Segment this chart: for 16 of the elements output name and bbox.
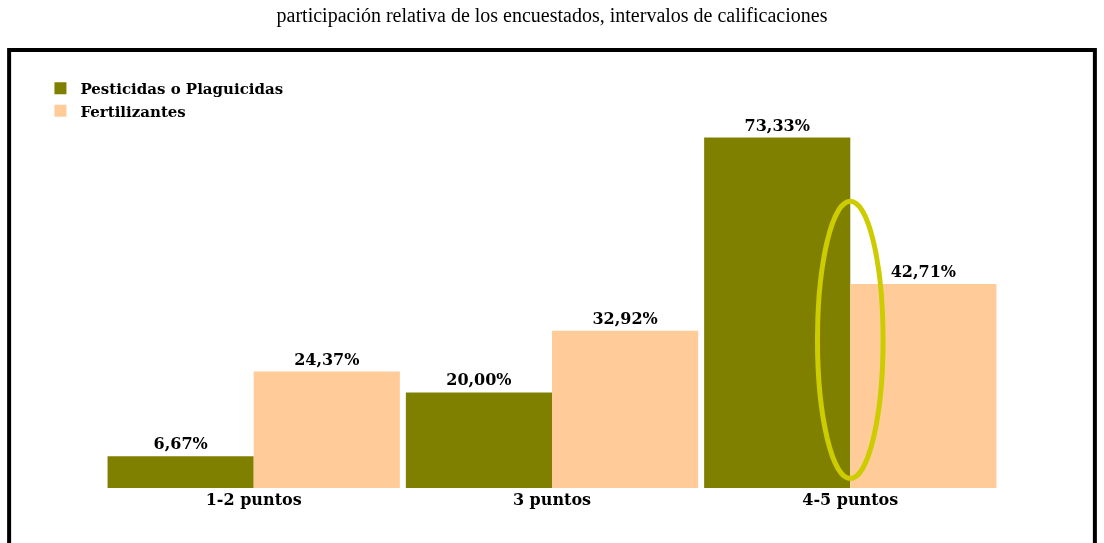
chart-title: participación relativa de los encuestados, intervalos de calificaciones bbox=[276, 4, 828, 28]
x-tick-label: 3 puntos bbox=[512, 490, 592, 509]
data-label: 20,00% bbox=[446, 370, 512, 390]
bar bbox=[405, 392, 552, 488]
bar bbox=[253, 371, 400, 488]
data-label: 73,33% bbox=[744, 115, 810, 135]
legend-label: Pesticidas o Plaguicidas bbox=[80, 80, 284, 98]
data-label: 6,67% bbox=[153, 434, 208, 454]
x-tick-label: 4-5 puntos bbox=[802, 490, 899, 509]
data-label: 42,71% bbox=[890, 261, 957, 281]
bar bbox=[107, 456, 254, 488]
legend-label: Fertilizantes bbox=[80, 102, 186, 121]
data-label: 24,37% bbox=[294, 349, 360, 369]
x-tick-label: 1-2 puntos bbox=[205, 490, 302, 509]
bar bbox=[552, 330, 699, 488]
data-label: 32,92% bbox=[592, 308, 658, 328]
